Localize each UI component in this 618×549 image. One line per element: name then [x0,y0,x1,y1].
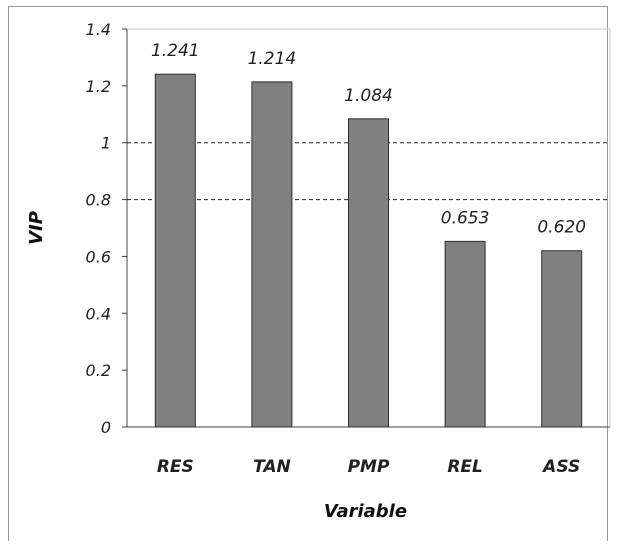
data-label: 1.084 [344,86,393,106]
bars [154,73,583,428]
bar-pmp [348,118,389,428]
y-tick-label: 1.4 [86,20,111,39]
y-axis-title: VIP [26,211,47,245]
bar-rel [444,240,486,428]
data-label: 0.653 [441,208,490,228]
x-tick-label: RES [157,457,194,477]
y-tick-label: 1.2 [86,77,111,96]
x-tick-label: TAN [253,457,291,477]
data-label: 1.214 [248,49,297,69]
plot-area: 1.241 1.214 1.084 0.653 0.620 0 0.2 0.4 0.6 0.8 1… [86,20,611,477]
y-tick-label: 0.8 [86,191,111,210]
y-axis-ticks: 0 0.2 0.4 0.6 0.8 1 1.2 1.4 [86,20,127,437]
data-label: 1.241 [151,41,200,61]
bar-tan [251,81,293,428]
x-axis-title: Variable [324,501,407,522]
x-tick-label: PMP [348,457,390,477]
y-tick-label: 0 [101,418,111,437]
x-tick-label: ASS [541,457,580,477]
x-tick-label: REL [447,457,483,477]
bar-ass [541,250,583,428]
y-tick-label: 0.2 [86,361,111,380]
data-label: 0.620 [537,218,586,238]
y-tick-label: 1 [101,134,111,153]
bar-res [154,73,196,428]
y-tick-label: 0.4 [86,304,111,323]
data-labels: 1.241 1.214 1.084 0.653 0.620 [151,41,586,238]
y-tick-label: 0.6 [86,247,111,266]
chart-frame [8,6,608,541]
x-axis-tick-labels: RES TAN PMP REL ASS [157,457,580,477]
